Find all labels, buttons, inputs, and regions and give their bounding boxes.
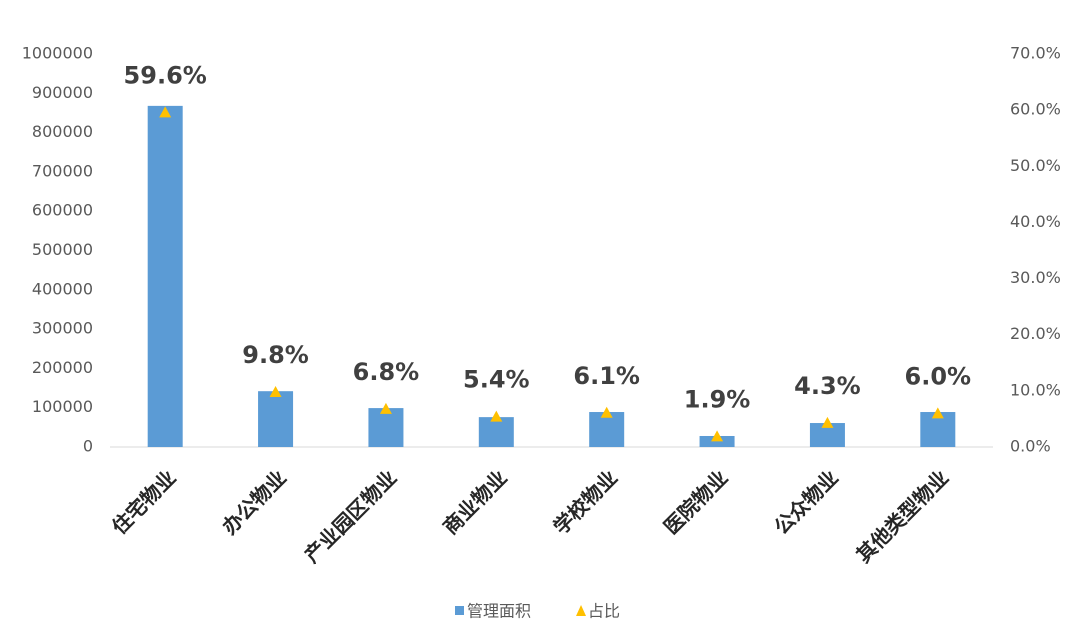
data-label: 4.3% xyxy=(794,372,861,400)
bar xyxy=(478,417,514,447)
bar xyxy=(589,412,625,447)
data-label: 6.8% xyxy=(353,358,420,386)
legend-marker xyxy=(455,606,464,615)
y2-tick-label: 10.0% xyxy=(1010,380,1061,399)
y-tick-label: 500000 xyxy=(32,240,93,259)
y-tick-label: 1000000 xyxy=(22,44,93,63)
legend-marker xyxy=(576,605,587,616)
y-tick-label: 300000 xyxy=(32,319,93,338)
bar xyxy=(368,408,404,447)
y-tick-label: 200000 xyxy=(32,358,93,377)
bar xyxy=(699,435,735,447)
y2-tick-label: 40.0% xyxy=(1010,212,1061,231)
y2-tick-label: 0.0% xyxy=(1010,437,1051,456)
x-tick-label: 其他类型物业 xyxy=(851,465,953,567)
y-tick-label: 0 xyxy=(83,437,93,456)
y2-tick-label: 30.0% xyxy=(1010,268,1061,287)
marker xyxy=(269,385,282,397)
marker xyxy=(931,407,944,419)
y-tick-label: 100000 xyxy=(32,397,93,416)
x-tick-label: 产业园区物业 xyxy=(300,465,402,567)
data-label: 1.9% xyxy=(684,385,751,413)
x-tick-label: 办公物业 xyxy=(217,465,291,539)
x-tick-label: 学校物业 xyxy=(549,465,623,539)
y-tick-label: 900000 xyxy=(32,83,93,102)
data-label: 6.0% xyxy=(905,362,972,390)
data-label: 5.4% xyxy=(463,366,530,394)
y-tick-label: 800000 xyxy=(32,122,93,141)
x-tick-label: 公众物业 xyxy=(769,465,843,539)
x-tick-label: 住宅物业 xyxy=(107,465,181,539)
legend-label: 占比 xyxy=(588,602,620,621)
x-tick-label: 医院物业 xyxy=(659,465,733,539)
marker xyxy=(159,106,172,118)
y-tick-label: 600000 xyxy=(32,201,93,220)
bar xyxy=(147,105,183,447)
y-tick-label: 400000 xyxy=(32,279,93,298)
marker xyxy=(600,406,613,418)
y2-tick-label: 70.0% xyxy=(1010,44,1061,63)
bar xyxy=(809,423,845,447)
marker xyxy=(490,410,503,422)
y2-tick-label: 50.0% xyxy=(1010,156,1061,175)
data-label: 6.1% xyxy=(573,362,640,390)
y2-tick-label: 20.0% xyxy=(1010,324,1061,343)
y-tick-label: 700000 xyxy=(32,161,93,180)
x-tick-label: 商业物业 xyxy=(438,465,512,539)
data-label: 59.6% xyxy=(124,61,207,89)
marker xyxy=(821,416,834,428)
marker xyxy=(711,430,724,442)
legend-label: 管理面积 xyxy=(467,602,531,621)
y2-tick-label: 60.0% xyxy=(1010,100,1061,119)
data-label: 9.8% xyxy=(242,341,309,369)
bar xyxy=(258,391,294,447)
marker xyxy=(379,402,392,414)
